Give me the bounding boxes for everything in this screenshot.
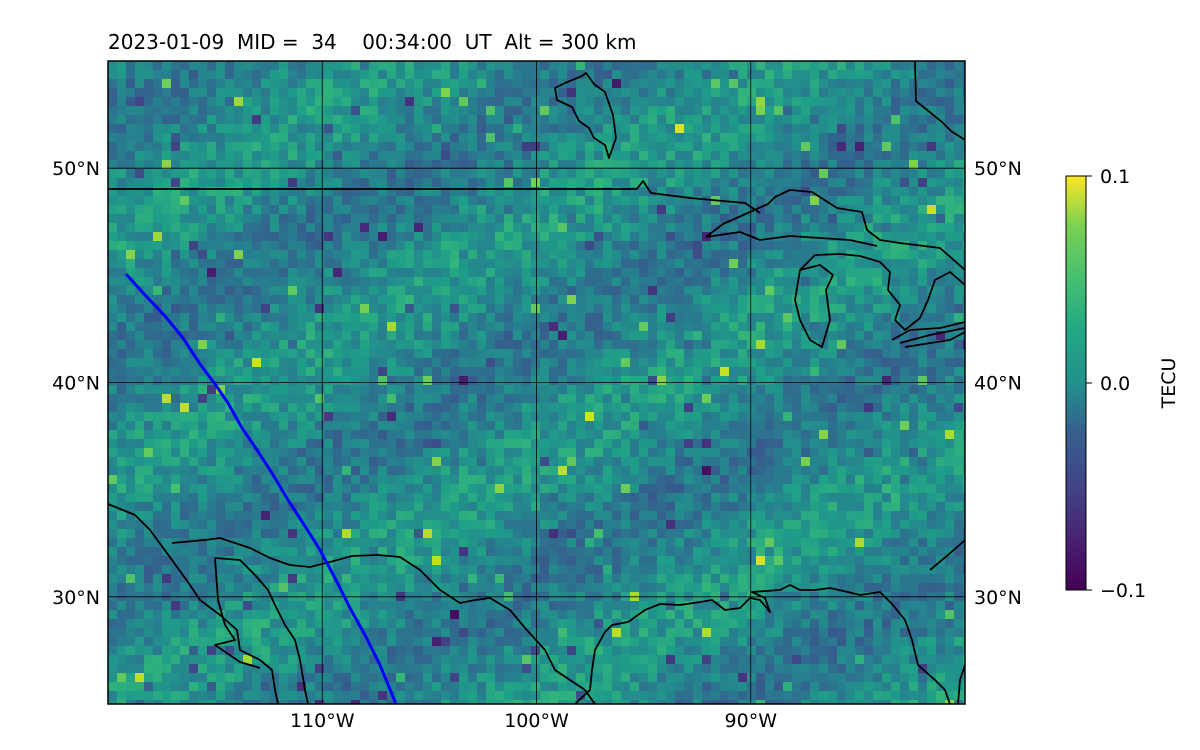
lake-michigan — [794, 264, 834, 348]
pacific-coast — [108, 503, 279, 704]
atlantic-coast — [929, 539, 965, 704]
upper-right-coast — [914, 61, 965, 141]
coastlines — [108, 61, 965, 704]
colorbar-tick-label: 0.0 — [1100, 373, 1130, 395]
us-mexico-border — [171, 537, 596, 704]
colorbar-tick-label: 0.1 — [1100, 166, 1130, 188]
map-frame — [107, 60, 966, 705]
lon-tick-label: 110°W — [290, 710, 355, 732]
gulf-of-california-east — [214, 557, 309, 704]
lat-tick-label-right: 30°N — [974, 587, 1022, 609]
hudson-bay-shore — [554, 72, 617, 159]
lat-tick-label-left: 50°N — [52, 158, 100, 180]
gulf-of-california-west — [214, 557, 261, 669]
lon-tick-label: 100°W — [504, 710, 569, 732]
lake-superior — [705, 189, 965, 271]
lat-tick-label-left: 30°N — [52, 587, 100, 609]
colorbar — [1065, 175, 1087, 591]
lake-superior-south — [705, 231, 878, 247]
lat-tick-label-right: 50°N — [974, 158, 1022, 180]
colorbar-label: TECU — [1158, 358, 1180, 410]
map-gridlines — [108, 61, 965, 704]
lon-tick-label: 90°W — [725, 710, 778, 732]
gulf-coast — [574, 584, 951, 704]
plot-title: 2023-01-09 MID = 34 00:34:00 UT Alt = 30… — [108, 30, 637, 54]
lat-tick-label-right: 40°N — [974, 373, 1022, 395]
tec-mesh — [108, 61, 965, 704]
lake-michigan-huron — [799, 253, 965, 331]
lake-erie-ontario — [891, 321, 965, 348]
lat-tick-label-left: 40°N — [52, 373, 100, 395]
us-canada-border — [108, 180, 761, 214]
satellite-track — [124, 272, 398, 704]
colorbar-tick-label: −0.1 — [1100, 580, 1146, 602]
